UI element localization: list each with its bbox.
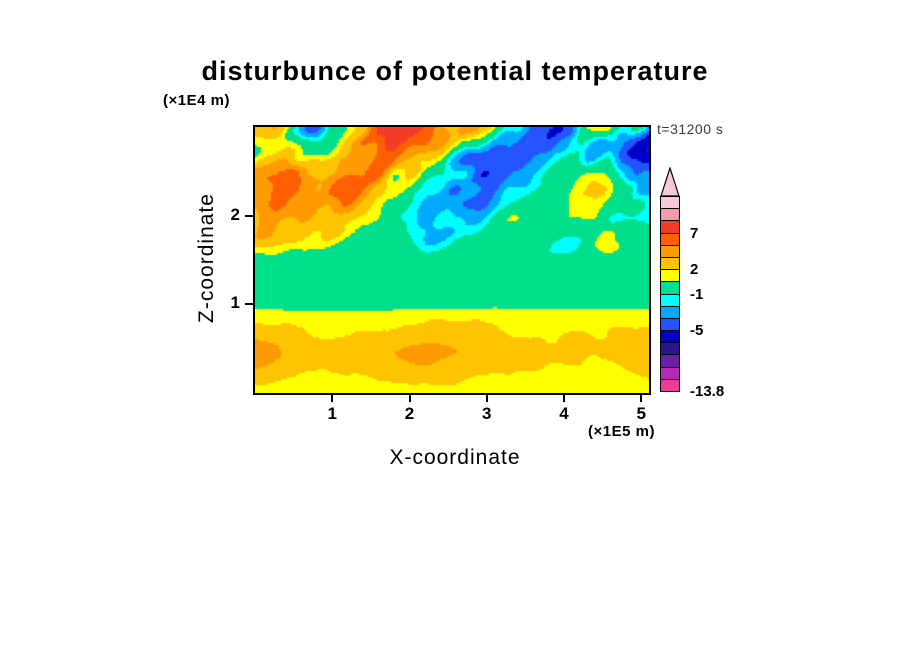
- z-tick-label: 1: [230, 293, 240, 313]
- contour-field-canvas: [255, 127, 649, 393]
- x-tick-label: 3: [482, 404, 492, 423]
- x-tick-mark: [331, 395, 334, 402]
- colorbar-arrow-icon: [660, 167, 680, 197]
- x-tick-label: 5: [636, 404, 646, 423]
- colorbar-tick-label: -5: [690, 322, 704, 340]
- colorbar-segment: [660, 378, 680, 392]
- colorbar-tick-label: -13.8: [690, 383, 725, 400]
- chart-title: disturbunce of potential temperature: [201, 56, 709, 86]
- x-tick-mark: [563, 395, 566, 402]
- x-tick-mark: [408, 395, 411, 402]
- x-tick-label: 1: [327, 404, 337, 423]
- time-annotation: t=31200 s: [657, 121, 724, 137]
- z-axis-label: Z-coordinate: [195, 193, 218, 323]
- z-tick-mark: [245, 214, 253, 217]
- x-tick-mark: [485, 395, 488, 402]
- x-axis-label: X-coordinate: [389, 446, 521, 469]
- colorbar-tick-label: 2: [690, 261, 699, 279]
- colorbar-tick-label: 7: [690, 224, 699, 242]
- x-tick-label: 4: [559, 404, 569, 423]
- z-axis-units: (×1E4 m): [163, 92, 230, 109]
- x-axis-units: (×1E5 m): [588, 423, 655, 440]
- x-tick-mark: [640, 395, 643, 402]
- colorbar-tick-label: -1: [690, 285, 704, 303]
- z-tick-label: 2: [230, 204, 240, 224]
- colorbar: [660, 196, 680, 392]
- z-tick-mark: [245, 303, 253, 306]
- x-tick-label: 2: [404, 404, 415, 423]
